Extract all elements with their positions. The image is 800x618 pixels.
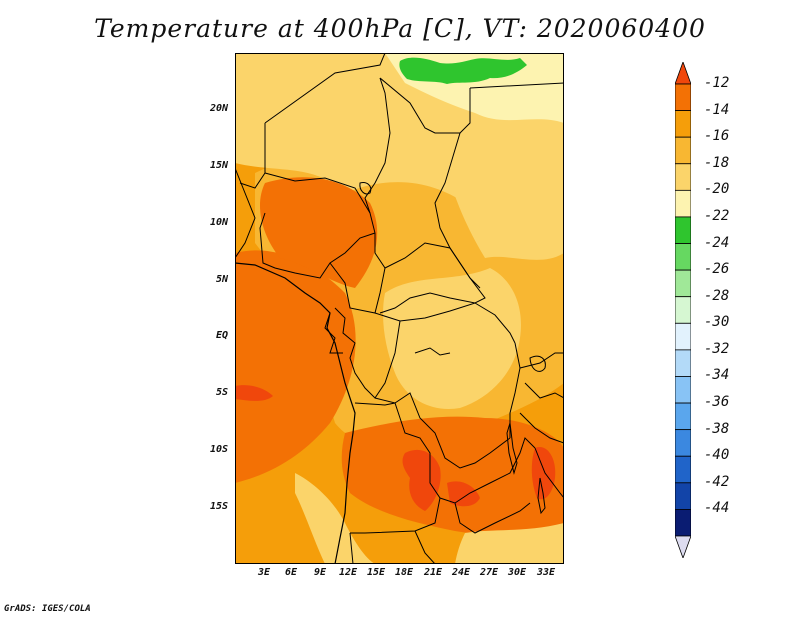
colorbar-segment xyxy=(674,83,692,111)
border-line-gabon xyxy=(324,312,343,354)
colorbar-segment xyxy=(674,455,692,484)
colorbar-label: -18 xyxy=(704,154,730,171)
border-line-zambia-south xyxy=(454,502,531,534)
border-line-north-east xyxy=(469,82,564,89)
x-tick-label: 30E xyxy=(507,567,527,578)
x-tick-label: 9E xyxy=(313,567,327,578)
chart-title: Temperature at 400hPa [C], VT: 202006040… xyxy=(94,14,706,43)
border-line-east-african-lakes xyxy=(524,382,564,399)
border-line-nigeria-north xyxy=(264,172,371,214)
colorbar-segment xyxy=(674,136,692,165)
colorbar-label: -30 xyxy=(704,314,730,331)
border-line-drc-east xyxy=(509,342,521,438)
colorbar-bottom-triangle xyxy=(674,535,692,560)
border-line-congo xyxy=(334,307,401,399)
x-tick-label: 6E xyxy=(284,567,298,578)
y-tick-label: 10S xyxy=(209,444,228,455)
border-line-car xyxy=(379,242,486,314)
colorbar-segment xyxy=(674,296,692,324)
map-frame xyxy=(235,53,564,564)
border-line-east-africa xyxy=(519,352,564,369)
border-line-libya-egypt xyxy=(379,77,471,134)
y-tick-label: 5S xyxy=(215,387,228,398)
colorbar-segment xyxy=(674,509,692,537)
x-tick-label: 33E xyxy=(536,567,556,578)
field-region-south-pale xyxy=(455,523,564,564)
colorbar-label: -36 xyxy=(704,394,730,411)
colorbar-label: -22 xyxy=(704,207,730,224)
field-region-east-pale xyxy=(445,141,564,260)
temperature-map xyxy=(235,53,564,564)
y-tick-label: 15N xyxy=(209,160,228,171)
field-region-southwest-pale xyxy=(295,473,375,564)
lake-malawi xyxy=(537,477,546,515)
colorbar-top-triangle xyxy=(674,60,692,85)
colorbar-label: -16 xyxy=(704,128,730,145)
border-line-mozambique xyxy=(534,447,564,499)
colorbar-label: -20 xyxy=(704,181,730,198)
field-hotspot-central-south xyxy=(402,449,441,511)
x-tick-label: 27E xyxy=(479,567,499,578)
x-tick-label: 12E xyxy=(338,567,358,578)
colorbar-label: -14 xyxy=(704,101,730,118)
border-line-tanzania xyxy=(519,412,564,444)
colorbar-label: -12 xyxy=(704,75,730,91)
y-tick-label: 15S xyxy=(209,501,228,512)
border-line-drc-north xyxy=(374,302,516,344)
field-region-sahel-warm xyxy=(260,177,378,288)
colorbar-label: -38 xyxy=(704,420,730,437)
border-line-botswana xyxy=(414,530,436,564)
colorbar-segment xyxy=(674,349,692,377)
y-tick-label: EQ xyxy=(215,330,228,341)
colorbar-segment xyxy=(674,376,692,404)
colorbar-label: -34 xyxy=(704,367,730,384)
river-congo xyxy=(414,347,451,356)
lake-chad xyxy=(359,182,372,195)
colorbar-label: -42 xyxy=(704,473,730,490)
y-tick-label: 20N xyxy=(209,103,228,114)
border-line-drc-west xyxy=(374,392,511,469)
colorbar-label: -44 xyxy=(704,500,730,517)
colorbar-segment xyxy=(674,322,692,351)
coastline-west-africa xyxy=(235,167,256,259)
y-tick-label: 5N xyxy=(215,274,228,285)
border-line-nigeria xyxy=(259,212,376,279)
colorbar-label: -32 xyxy=(704,340,730,357)
border-line-niger-chad xyxy=(364,77,391,234)
border-line-namibia xyxy=(349,532,354,564)
colorbar-segment xyxy=(674,429,692,457)
field-hotspot-south xyxy=(447,481,480,507)
colorbar-segment xyxy=(674,243,692,271)
colorbar-segment xyxy=(674,482,692,510)
colorbar-segment xyxy=(674,163,692,191)
coastline-gulf-of-guinea xyxy=(235,262,356,564)
x-tick-label: 24E xyxy=(451,567,471,578)
border-line-north xyxy=(264,53,386,124)
colorbar-label: -24 xyxy=(704,234,730,251)
field-hotspot-southwest xyxy=(235,385,273,401)
colorbar-segment xyxy=(674,269,692,298)
border-line-mali-niger xyxy=(239,123,266,189)
x-tick-label: 21E xyxy=(423,567,443,578)
field-region-green xyxy=(399,57,527,84)
colorbar-label: -26 xyxy=(704,261,730,278)
field-hotspot-east xyxy=(531,447,556,500)
colorbar-segment xyxy=(674,402,692,431)
x-tick-label: 15E xyxy=(366,567,386,578)
x-tick-label: 18E xyxy=(394,567,414,578)
field-region-central-pale xyxy=(383,268,521,409)
colorbar-label: -28 xyxy=(704,287,730,304)
lake-tanganyika xyxy=(506,422,518,475)
x-tick-label: 3E xyxy=(257,567,271,578)
lake-victoria xyxy=(529,355,546,372)
colorbar-label: -40 xyxy=(704,447,730,464)
colorbar-segment xyxy=(674,216,692,244)
colorbar-segment xyxy=(674,110,692,138)
border-line-zambia xyxy=(439,437,536,504)
colorbar-segment xyxy=(674,189,692,218)
y-tick-label: 10N xyxy=(209,217,228,228)
footer-credit: GrADS: IGES/COLA xyxy=(4,604,91,614)
colorbar xyxy=(674,60,692,560)
